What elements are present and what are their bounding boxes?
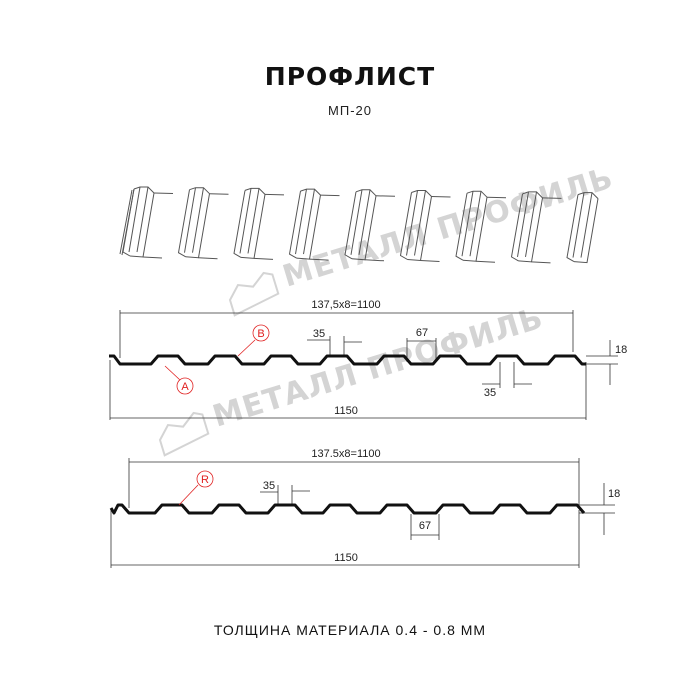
profile-r <box>109 458 615 568</box>
width-label: 1150 <box>334 405 358 417</box>
sheet-edge <box>572 192 585 258</box>
sheet-edge <box>119 188 135 256</box>
sheet-edge <box>344 191 357 260</box>
sheet-edge <box>128 186 141 253</box>
sheet-edge <box>355 189 377 197</box>
sheet-edge <box>461 191 474 257</box>
sheet-edge <box>153 192 174 194</box>
sheet-edge <box>522 191 543 199</box>
watermark-top: МЕТАЛЛ ПРОФИЛЬ <box>228 161 618 317</box>
rib-gap-label: 67 <box>416 327 428 339</box>
sheet-edge <box>303 189 315 255</box>
profile-r-line <box>109 503 586 515</box>
watermark-text: МЕТАЛЛ ПРОФИЛЬ <box>209 301 548 435</box>
top-rib-label: 35 <box>313 328 325 340</box>
sheet-edge <box>469 191 482 257</box>
sheet-edge <box>566 194 579 263</box>
material-thickness-note: ТОЛЩИНА МАТЕРИАЛА 0.4 - 0.8 ММ <box>213 622 487 638</box>
sheet-edge <box>253 257 274 260</box>
sheet-edge <box>414 190 426 256</box>
profile-a-line <box>109 354 586 366</box>
sheet-edge <box>142 256 163 259</box>
sheet-edge <box>198 257 218 260</box>
sheet-edge <box>209 193 229 195</box>
profile-a-labels: 137,5x8=1100 1150 35 67 35 18 A B <box>181 299 627 417</box>
marker-a-label: A <box>181 381 189 393</box>
sheet-edge <box>455 193 468 261</box>
sheet-edge <box>358 189 371 255</box>
page-title: ПРОФЛИСТ <box>264 62 436 91</box>
top-rib-label: 35 <box>263 480 275 492</box>
sheet-edge <box>177 189 190 258</box>
sheet-perspective-view <box>119 186 599 264</box>
marker-r-label: R <box>201 474 209 486</box>
bottom-rib-label: 35 <box>484 387 496 399</box>
sheet-edge <box>510 193 523 262</box>
sheet-edge <box>244 187 266 195</box>
pitch-label: 137.5x8=1100 <box>311 448 380 460</box>
sheet-edge <box>364 259 385 262</box>
watermark-bottom: МЕТАЛЛ ПРОФИЛЬ <box>158 301 548 457</box>
sheet-edge <box>542 197 562 199</box>
sheet-edge <box>288 191 301 259</box>
sheet-edge <box>399 192 412 260</box>
sheet-edge <box>573 198 599 264</box>
watermark-text: МЕТАЛЛ ПРОФИЛЬ <box>279 161 618 295</box>
marker-a <box>176 377 194 395</box>
marker-b <box>252 324 270 342</box>
sheet-edge <box>531 261 551 264</box>
height-label: 18 <box>608 488 620 500</box>
marker-r-leader <box>178 484 199 506</box>
sheet-edge <box>233 190 246 258</box>
sheet-edge <box>475 260 496 263</box>
sheet-edge <box>580 192 593 258</box>
sheet-edge <box>184 187 196 253</box>
sheet-edge <box>431 196 451 198</box>
sheet-edge <box>295 189 307 255</box>
sheet-edge <box>466 190 488 198</box>
sheet-edge <box>136 186 149 253</box>
sheet-edge <box>486 196 507 199</box>
sheet-edge <box>264 193 285 196</box>
marker-a-leader <box>164 365 181 381</box>
sheet-edge <box>300 188 321 196</box>
watermark-logo-icon <box>228 271 280 317</box>
sheet-edge <box>350 189 363 255</box>
sheet-edge <box>406 190 418 256</box>
sheet-edge <box>309 258 329 261</box>
sheet-edge <box>133 186 155 194</box>
marker-b-leader <box>237 339 256 357</box>
sheet-edge <box>525 191 537 257</box>
sheet-edge <box>577 192 599 199</box>
sheet-edge <box>517 191 529 257</box>
sheet-edge <box>192 187 204 253</box>
sheet-edge <box>189 187 210 195</box>
sheet-edge <box>411 190 432 197</box>
rib-gap-label: 67 <box>419 520 431 532</box>
pitch-label: 137,5x8=1100 <box>311 299 380 311</box>
sheet-edge <box>320 194 340 197</box>
model-subtitle: МП-20 <box>328 103 372 118</box>
profile-r-labels: 137.5x8=1100 1150 35 67 18 R <box>201 448 620 564</box>
profile-a <box>109 310 618 420</box>
height-label: 18 <box>615 344 627 356</box>
sheet-edge <box>239 188 252 254</box>
marker-b-label: B <box>257 328 264 340</box>
sheet-edge <box>420 260 440 262</box>
width-label: 1150 <box>334 552 358 564</box>
watermark-logo-icon <box>158 411 210 457</box>
marker-r <box>196 470 214 488</box>
sheet-edge <box>247 188 260 254</box>
sheet-edge <box>375 195 396 197</box>
